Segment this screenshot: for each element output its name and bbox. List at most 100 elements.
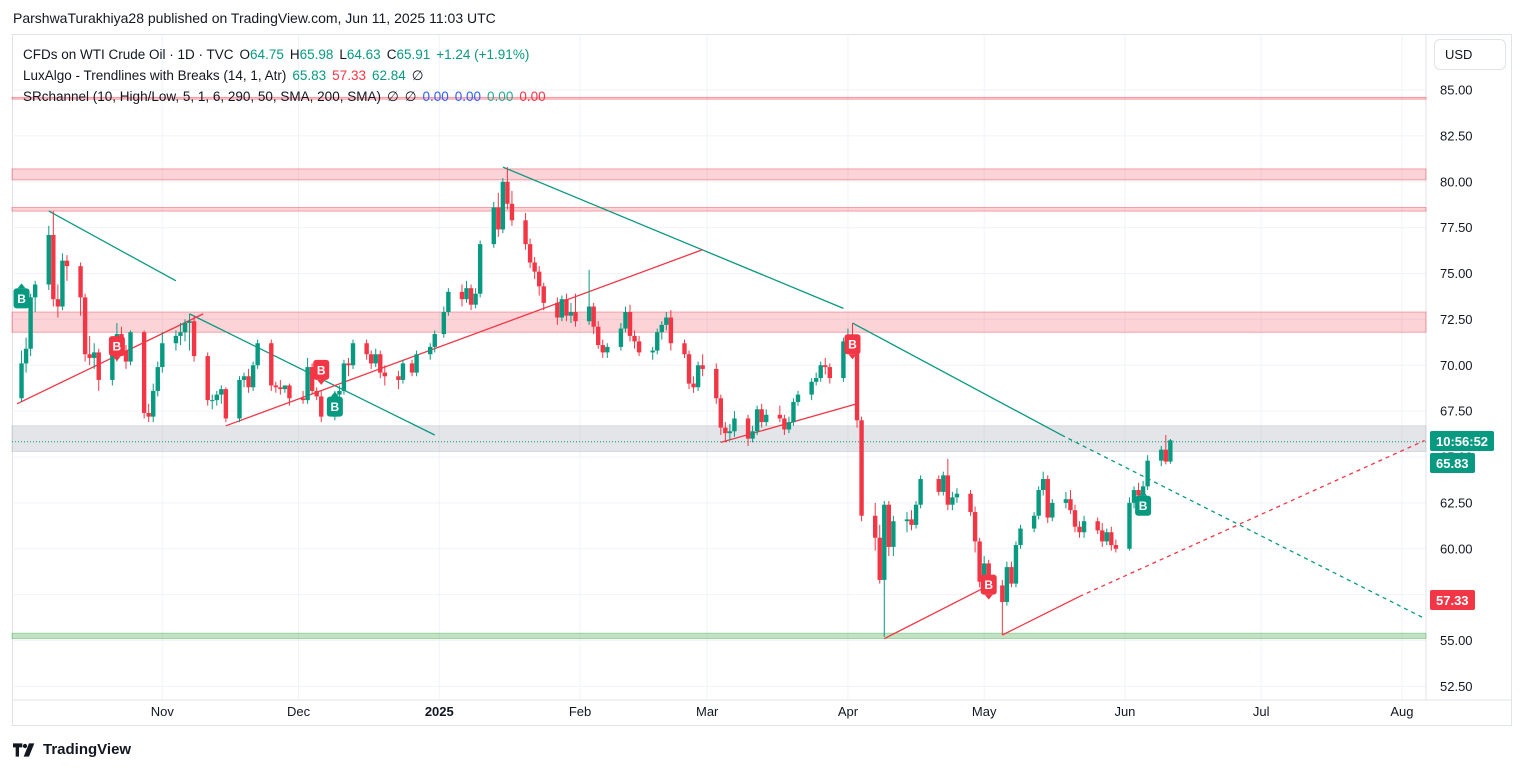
tradingview-logo-icon [13,742,35,757]
candle-up [182,319,188,342]
candle-down [827,363,832,384]
candle-up [477,240,483,298]
candle-body [1100,530,1105,542]
sell-signal-marker: B [980,574,997,600]
candle-up [1031,512,1037,533]
candle-up [650,346,655,360]
candle-body [668,317,674,344]
candle-body [541,286,546,303]
candle-down [246,368,251,393]
candle-up [441,306,447,338]
candle-body [87,354,92,358]
trendline-extension [1061,434,1425,620]
candle-body [146,412,151,417]
candle-up [1131,486,1137,509]
candle-body [160,343,165,368]
candle-down [82,293,88,362]
candle-down [496,192,501,237]
candle-up [255,339,260,369]
candle-up [178,323,183,346]
candle-down [564,293,569,322]
candle-body [223,389,229,419]
price-axis[interactable]: 85.00 82.50 80.00 77.50 75.00 72.50 70.00 67.50… [1440,83,1473,694]
buy-signal-marker: B [13,283,30,309]
grid-lines [12,35,1511,701]
candle-body [1068,499,1073,511]
candle-body [714,368,719,399]
sell-signal-marker: B [108,336,125,362]
candle-down [1045,475,1050,524]
candle-body [591,306,596,327]
candle-down [723,422,728,443]
candle-body [764,414,769,423]
candle-down [872,502,878,551]
candle-down [368,350,374,369]
candle-down [1163,434,1169,465]
candle-body [872,515,878,538]
candle-up [664,312,669,331]
candle-up [882,501,887,637]
candle-up [91,343,97,369]
candle-up [655,328,660,355]
candle-down [55,284,61,318]
candle-down [191,315,197,362]
candle-body [151,390,156,417]
candle-up [151,383,156,423]
candle-body [19,363,24,399]
candle-body [877,537,882,580]
signal-badge-bg [980,574,997,595]
candle-down [632,330,637,349]
candle-body [809,381,814,395]
sr-zone [11,425,1427,452]
last-price-badge: 65.83 [1430,453,1475,473]
candle-body [28,297,33,349]
signal-label: B [17,292,26,306]
candle-body [918,479,923,505]
time-tick-label: Feb [569,704,591,719]
candles [19,167,1173,637]
tradingview-logo[interactable]: TradingView [13,741,131,758]
tradingview-wordmark: TradingView [43,741,132,758]
candle-up [568,302,574,324]
candle-body [727,431,733,434]
indicator-trendlines-name[interactable]: LuxAlgo - Trendlines with Breaks (14, 1,… [23,68,287,83]
signal-badge-bg [13,288,30,309]
candle-body [473,293,478,305]
candle-down [1109,526,1114,551]
candle-body [187,321,192,324]
candle-body [1031,515,1037,529]
candle-down [532,256,537,280]
candle-down [309,363,315,395]
candle-up [241,372,247,388]
candle-body [305,367,310,401]
price-tick-label: 62.50 [1440,495,1473,510]
time-tick-label: Nov [151,704,175,719]
candle-body [382,372,387,377]
legend-symbol-row: CFDs on WTI Crude Oil · 1D · TVC O64.75 … [23,44,546,65]
candle-body [650,350,655,353]
candle-body [491,207,496,245]
candle-down [627,304,633,342]
indicator-srchannel-name[interactable]: SRchannel (10, High/Low, 5, 1, 6, 290, 5… [23,89,381,104]
countdown-badge: 10:56:52 [1430,431,1495,451]
candle-body [1077,526,1082,533]
candle-body [818,365,823,379]
candle-body [886,504,892,547]
candle-body [813,378,819,382]
candle-body [1159,449,1164,461]
candle-body [777,414,783,419]
candle-body [754,409,760,432]
time-axis[interactable]: Nov Dec 2025 Feb Mar Apr May Jun Jul Aug [151,704,1414,719]
candle-up [754,405,760,435]
candle-down [396,370,401,390]
price-tick-label: 67.50 [1440,404,1473,419]
buy-signal-marker: B [1135,490,1152,516]
candle-body [214,394,219,401]
candle-body [78,266,83,298]
currency-selector[interactable]: USD [1434,39,1506,70]
symbol-name[interactable]: CFDs on WTI Crude Oil · 1D · TVC [23,47,234,62]
candle-body [718,398,724,428]
candle-down [536,266,542,296]
price-tick-label: 80.00 [1440,174,1473,189]
